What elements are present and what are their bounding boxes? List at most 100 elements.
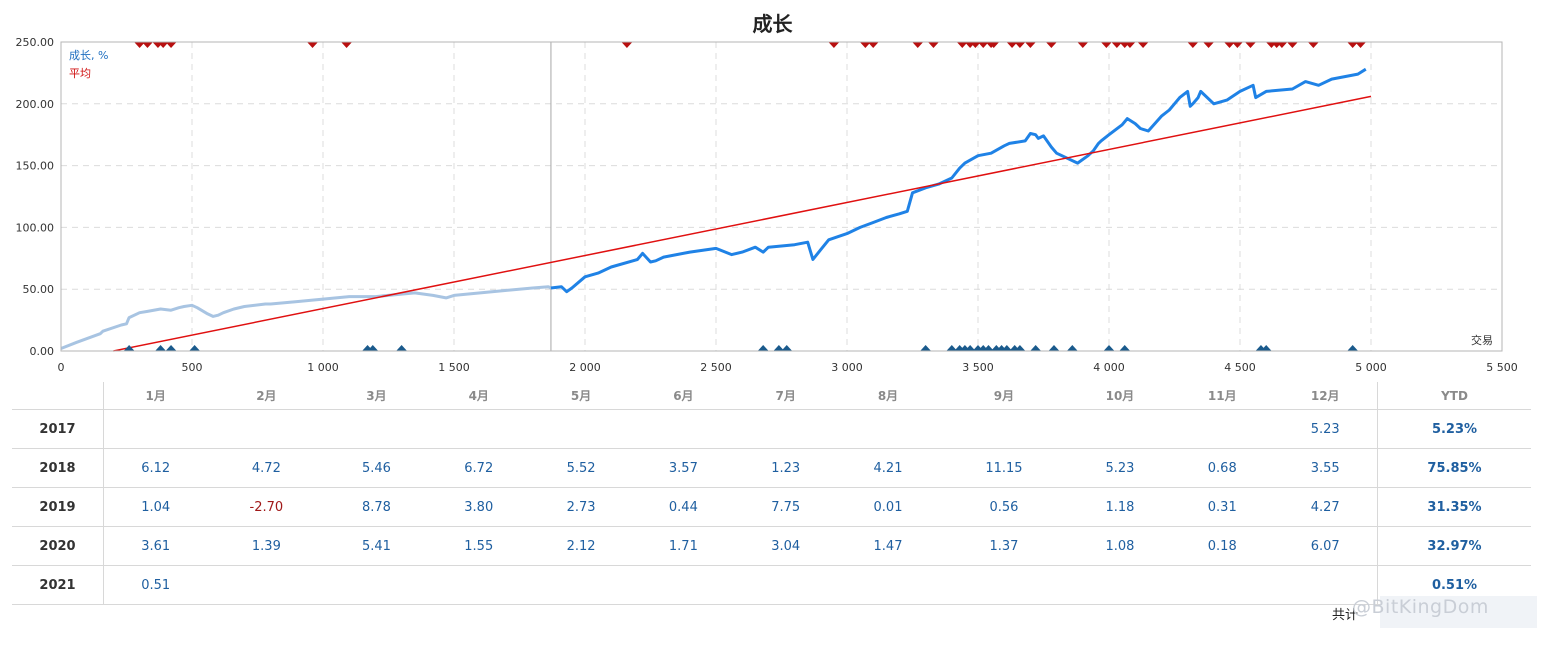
month-header: 11月 bbox=[1171, 382, 1274, 410]
top-trade-marker bbox=[621, 42, 633, 48]
month-value-cell bbox=[734, 565, 837, 605]
month-value-cell bbox=[427, 565, 530, 605]
month-value-cell: 3.80 bbox=[427, 487, 530, 527]
month-value-cell bbox=[529, 409, 633, 449]
month-value-cell: 0.18 bbox=[1171, 526, 1274, 566]
year-cell: 2017 bbox=[12, 409, 104, 449]
top-trade-marker bbox=[1231, 42, 1243, 48]
growth-history-line bbox=[60, 285, 552, 350]
x-tick-label: 4 000 bbox=[1093, 361, 1125, 374]
table-row: 2017 5.23 5.23% bbox=[12, 409, 1531, 449]
month-value-cell: 5.46 bbox=[325, 448, 428, 488]
top-trade-marker bbox=[1224, 42, 1236, 48]
top-trade-marker bbox=[141, 42, 153, 48]
top-trade-marker bbox=[1187, 42, 1199, 48]
y-tick-label: 150.00 bbox=[16, 160, 55, 173]
month-value-cell: 0.44 bbox=[632, 487, 735, 527]
top-trade-marker bbox=[1203, 42, 1215, 48]
bottom-trade-marker bbox=[1048, 345, 1060, 351]
month-header: 12月 bbox=[1273, 382, 1378, 410]
growth-chart: 0 500 1 000 1 500 2 000 2 500 3 000 3 500 4 000 4… bbox=[16, 36, 1518, 374]
x-tick-label: 1 500 bbox=[438, 361, 470, 374]
top-trade-marker bbox=[307, 42, 319, 48]
month-value-cell: 1.47 bbox=[836, 526, 940, 566]
watermark: @BitKingDom bbox=[1352, 596, 1489, 618]
month-value-cell: 6.07 bbox=[1273, 526, 1378, 566]
month-header: 9月 bbox=[939, 382, 1069, 410]
x-tick-label: 0 bbox=[58, 361, 65, 374]
plot-frame bbox=[60, 41, 1503, 352]
top-trade-marker bbox=[157, 42, 169, 48]
y-tick-label: 250.00 bbox=[16, 36, 55, 49]
y-tick-label: 0.00 bbox=[30, 345, 55, 358]
ytd-cell: 75.85% bbox=[1377, 448, 1531, 488]
top-trade-marker bbox=[988, 42, 1000, 48]
top-trade-marker bbox=[867, 42, 879, 48]
top-trade-marker bbox=[1355, 42, 1367, 48]
month-value-cell: 0.31 bbox=[1171, 487, 1274, 527]
year-cell: 2018 bbox=[12, 448, 104, 488]
month-value-cell bbox=[939, 565, 1069, 605]
bottom-trade-marker bbox=[964, 345, 976, 351]
x-tick-label: 2 500 bbox=[700, 361, 732, 374]
ytd-cell: 32.97% bbox=[1377, 526, 1531, 566]
month-value-cell: 4.27 bbox=[1273, 487, 1378, 527]
month-value-cell bbox=[529, 565, 633, 605]
bottom-trade-marker bbox=[1014, 345, 1026, 351]
top-trade-marker bbox=[977, 42, 989, 48]
top-trade-marker bbox=[956, 42, 968, 48]
bottom-trade-marker bbox=[189, 345, 201, 351]
month-value-cell: 3.57 bbox=[632, 448, 735, 488]
month-value-cell bbox=[734, 409, 837, 449]
month-value-cell: 0.68 bbox=[1171, 448, 1274, 488]
bottom-trade-marker bbox=[1260, 345, 1272, 351]
x-tick-label: 2 000 bbox=[569, 361, 601, 374]
top-trade-marker bbox=[1124, 42, 1136, 48]
top-trade-marker bbox=[1006, 42, 1018, 48]
month-value-cell: -2.70 bbox=[207, 487, 326, 527]
top-trade-marker bbox=[969, 42, 981, 48]
total-value bbox=[1380, 596, 1537, 628]
table-row: 2021 0.51 0.51% bbox=[12, 565, 1531, 605]
chart-title: 成长 bbox=[752, 12, 793, 36]
y-tick-label: 50.00 bbox=[23, 283, 55, 296]
year-cell: 2021 bbox=[12, 565, 104, 605]
bottom-trade-marker bbox=[123, 345, 135, 351]
month-value-cell: 2.12 bbox=[529, 526, 633, 566]
bottom-trade-marker bbox=[165, 345, 177, 351]
bottom-trade-marker bbox=[367, 345, 379, 351]
month-header: 3月 bbox=[325, 382, 428, 410]
bottom-trade-marker bbox=[773, 345, 785, 351]
month-value-cell: 1.71 bbox=[632, 526, 735, 566]
bottom-trade-marker bbox=[946, 345, 958, 351]
y-tick-label: 200.00 bbox=[16, 98, 55, 111]
month-value-cell: 8.78 bbox=[325, 487, 428, 527]
month-value-cell: 0.51 bbox=[103, 565, 208, 605]
top-trade-marker bbox=[828, 42, 840, 48]
bottom-trade-marker bbox=[757, 345, 769, 351]
table-row: 2019 1.04 -2.70 8.78 3.80 2.73 0.44 7.75 0.01 0.5… bbox=[12, 487, 1531, 527]
top-trade-marker bbox=[1286, 42, 1298, 48]
y-tick-label: 100.00 bbox=[16, 221, 55, 234]
month-value-cell: 2.73 bbox=[529, 487, 633, 527]
table-row: 2018 6.12 4.72 5.46 6.72 5.52 3.57 1.23 4.21 11.1… bbox=[12, 448, 1531, 488]
x-tick-label: 5 500 bbox=[1486, 361, 1518, 374]
average-line bbox=[113, 95, 1372, 352]
bottom-trade-marker bbox=[781, 345, 793, 351]
bottom-trade-marker bbox=[1347, 345, 1359, 351]
top-trade-marker bbox=[1045, 42, 1057, 48]
month-value-cell bbox=[207, 565, 326, 605]
legend-average[interactable]: 平均 bbox=[69, 67, 91, 80]
ytd-cell: 5.23% bbox=[1377, 409, 1531, 449]
top-trade-marker bbox=[1077, 42, 1089, 48]
month-value-cell: 6.12 bbox=[103, 448, 208, 488]
top-trade-marker bbox=[341, 42, 353, 48]
month-value-cell: 1.55 bbox=[427, 526, 530, 566]
ytd-header: YTD bbox=[1377, 382, 1531, 410]
month-value-cell: 1.39 bbox=[207, 526, 326, 566]
bottom-trade-marker bbox=[920, 345, 932, 351]
legend-growth[interactable]: 成长, % bbox=[69, 49, 108, 62]
month-value-cell bbox=[1171, 565, 1274, 605]
month-value-cell bbox=[1068, 565, 1172, 605]
month-header: 7月 bbox=[734, 382, 837, 410]
